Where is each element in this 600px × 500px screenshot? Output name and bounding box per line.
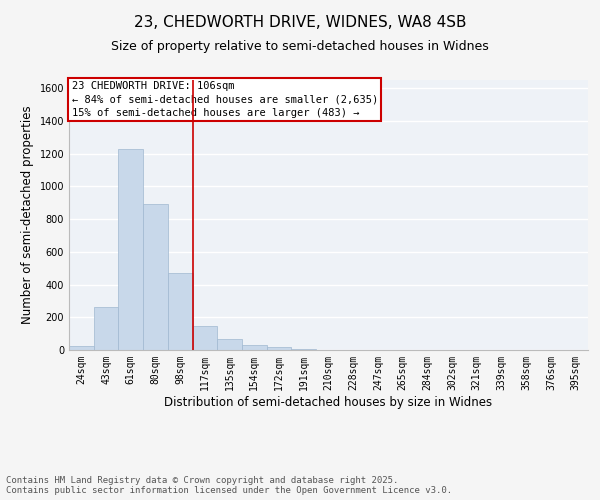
Bar (118, 148, 143, 350)
Bar (193, 326, 217, 350)
Text: 23 CHEDWORTH DRIVE: 106sqm
← 84% of semi-detached houses are smaller (2,635)
15%: 23 CHEDWORTH DRIVE: 106sqm ← 84% of semi… (71, 82, 378, 118)
Bar (217, 338, 242, 350)
Bar (143, 204, 168, 350)
Y-axis label: Number of semi-detached properties: Number of semi-detached properties (21, 106, 34, 324)
Bar (69, 346, 94, 350)
Bar (242, 346, 267, 350)
Bar (168, 273, 193, 350)
X-axis label: Distribution of semi-detached houses by size in Widnes: Distribution of semi-detached houses by … (164, 396, 493, 408)
Text: Contains HM Land Registry data © Crown copyright and database right 2025.
Contai: Contains HM Land Registry data © Crown c… (6, 476, 452, 495)
Text: Size of property relative to semi-detached houses in Widnes: Size of property relative to semi-detach… (111, 40, 489, 53)
Bar (94, 307, 118, 350)
Bar (292, 348, 316, 350)
Bar (267, 347, 292, 350)
Text: 23, CHEDWORTH DRIVE, WIDNES, WA8 4SB: 23, CHEDWORTH DRIVE, WIDNES, WA8 4SB (134, 15, 466, 30)
